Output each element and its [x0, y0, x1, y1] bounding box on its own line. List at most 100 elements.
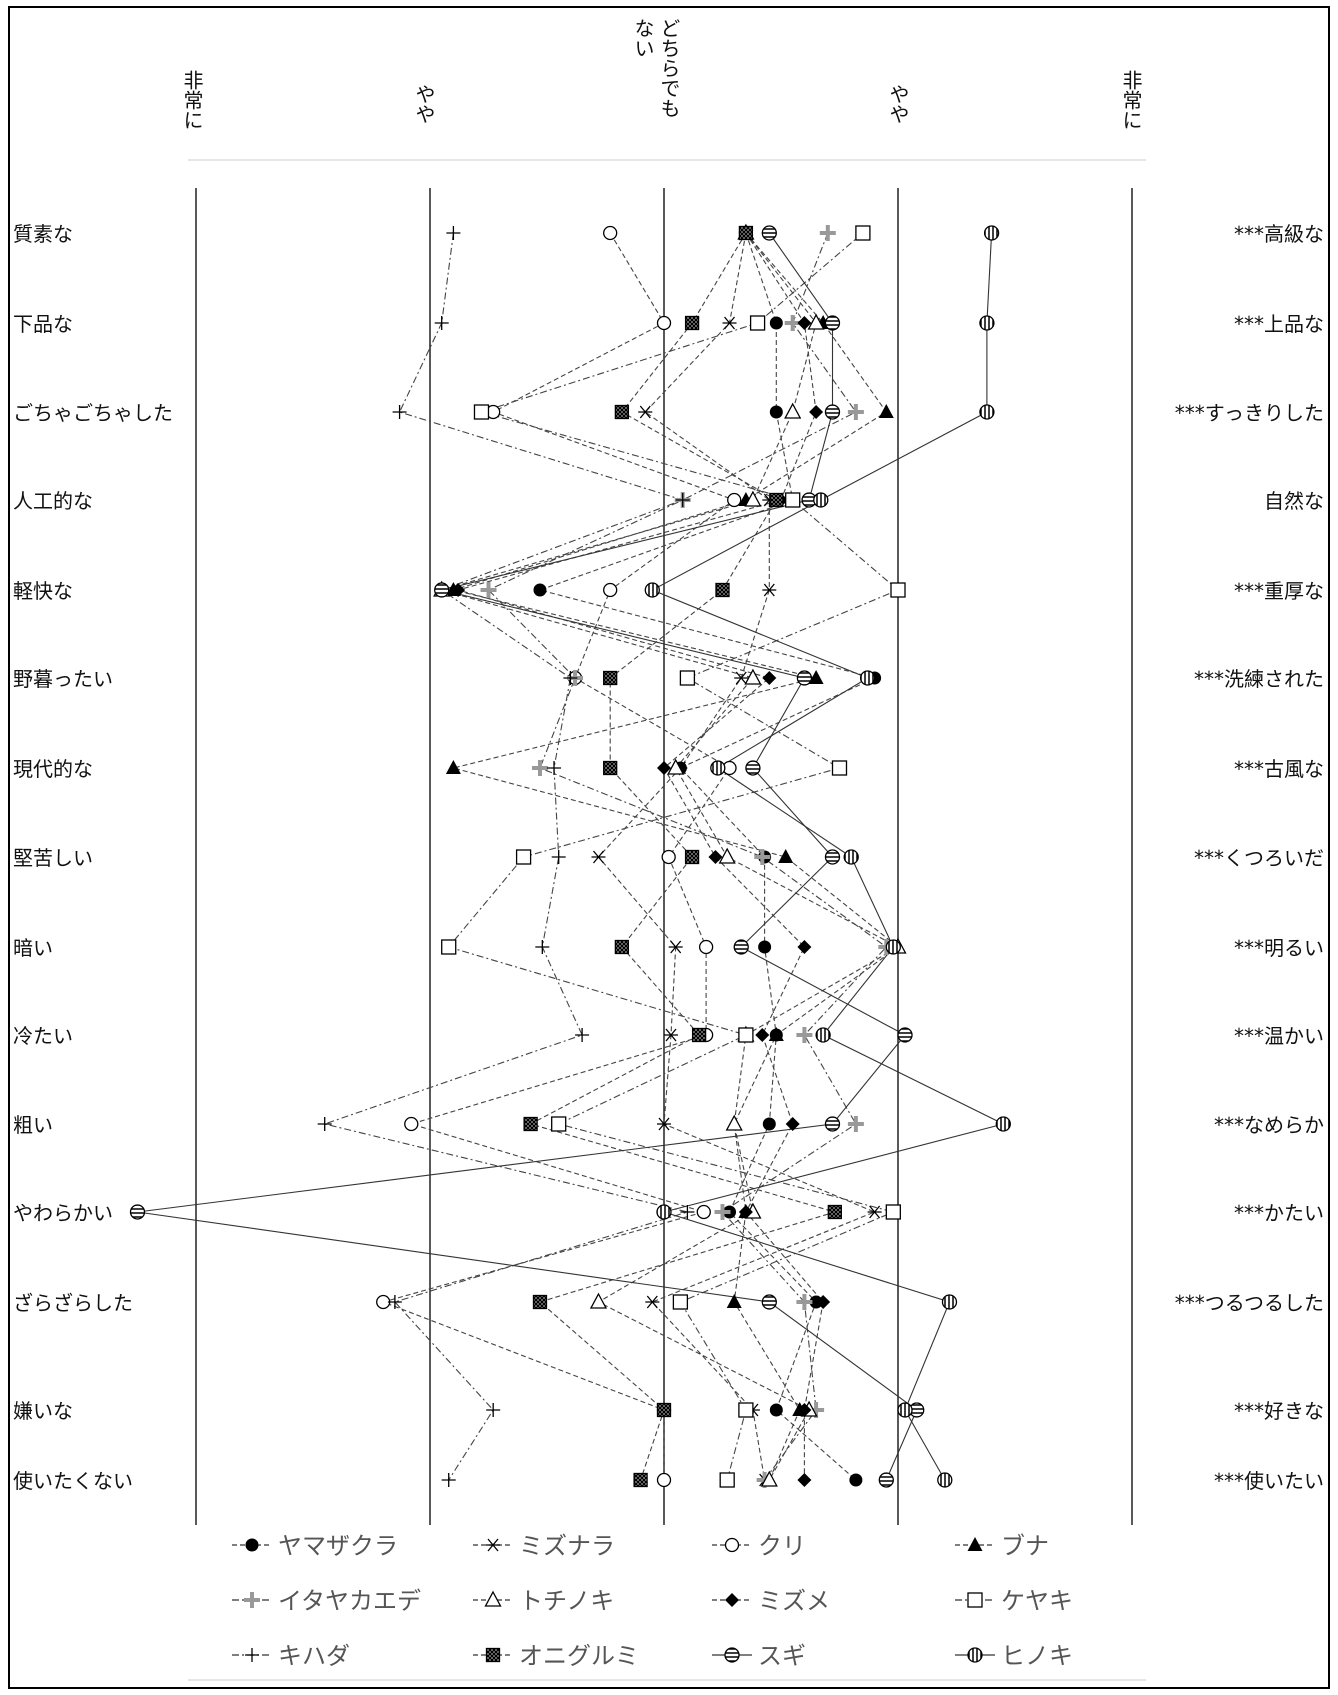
- marker-hatched-square: [656, 1402, 672, 1418]
- marker-striped-circle: [129, 1204, 146, 1220]
- legend-label: ケヤキ: [1001, 1587, 1073, 1615]
- marker-open-square: [967, 1592, 983, 1608]
- left-label: 人工的な: [13, 489, 93, 513]
- marker-filled-triangle: [808, 670, 824, 684]
- right-label: ***温かい: [1234, 1024, 1324, 1048]
- marker-striped-circle: [824, 1116, 841, 1132]
- marker-filled-triangle: [768, 1027, 784, 1041]
- marker-hatched-square: [614, 939, 630, 955]
- marker-striped-circle: [434, 582, 450, 598]
- header-slightly-right: やや: [886, 84, 910, 124]
- marker-open-square: [738, 1402, 754, 1418]
- left-label: 冷たい: [13, 1024, 73, 1048]
- marker-filled-circle: [758, 940, 772, 954]
- marker-gray-plus: [819, 225, 836, 241]
- right-label: ***上品な: [1234, 312, 1324, 336]
- marker-hatched-square: [523, 1116, 538, 1132]
- legend-label: スギ: [758, 1642, 806, 1670]
- marker-plus: [245, 1648, 259, 1662]
- marker-open-circle: [727, 492, 742, 508]
- marker-filled-triangle: [878, 404, 894, 418]
- legend-label: イタヤカエデ: [278, 1587, 421, 1615]
- marker-gray-plus: [847, 1116, 864, 1132]
- marker-hatched-square: [769, 492, 784, 508]
- marker-plus: [317, 1117, 332, 1131]
- marker-open-triangle: [484, 1590, 502, 1607]
- marker-barred-circle: [644, 582, 660, 598]
- right-label: ***好きな: [1234, 1399, 1324, 1423]
- marker-open-square: [679, 670, 696, 686]
- marker-striped-circle: [824, 315, 841, 331]
- marker-plus: [392, 405, 407, 419]
- header-neutral-2: ない: [631, 18, 655, 58]
- right-label: ***なめらか: [1214, 1113, 1324, 1137]
- right-label: ***明るい: [1234, 936, 1324, 960]
- right-label: ***高級な: [1234, 222, 1324, 246]
- marker-hatched-square: [691, 1027, 707, 1043]
- marker-striped-circle: [761, 1294, 777, 1310]
- marker-gray-plus: [847, 404, 864, 420]
- left-label: 嫌いな: [13, 1399, 73, 1423]
- marker-plus: [547, 761, 562, 775]
- marker-barred-circle: [885, 939, 901, 955]
- marker-barred-circle: [983, 225, 1000, 241]
- marker-open-square: [885, 1204, 901, 1220]
- marker-plus: [387, 1295, 402, 1309]
- legend-label: クリ: [758, 1532, 806, 1560]
- marker-filled-diamond: [797, 316, 812, 330]
- row-labels: 質素な下品なごちゃごちゃした人工的な軽快な野暮ったい現代的な堅苦しい暗い冷たい粗…: [13, 222, 1324, 1493]
- marker-gray-plus: [531, 760, 548, 776]
- marker-open-square: [719, 1472, 735, 1488]
- marker-plus: [551, 850, 566, 864]
- marker-filled-circle: [809, 1295, 823, 1309]
- marker-barred-circle: [979, 315, 995, 331]
- marker-filled-circle: [769, 405, 783, 419]
- marker-open-triangle: [589, 1292, 608, 1309]
- marker-filled-diamond: [816, 1295, 831, 1309]
- marker-open-square: [473, 404, 490, 420]
- legend-label: ブナ: [1001, 1532, 1049, 1560]
- marker-open-circle: [696, 1204, 711, 1220]
- marker-filled-diamond: [708, 850, 723, 864]
- marker-filled-circle: [762, 1117, 776, 1131]
- marker-open-triangle: [718, 847, 736, 864]
- marker-open-square: [831, 760, 848, 776]
- left-label: 野暮ったい: [13, 667, 113, 691]
- series-markers: [129, 223, 1011, 1488]
- marker-filled-triangle: [445, 760, 461, 774]
- marker-barred-circle: [937, 1472, 953, 1488]
- marker-barred-circle: [995, 1116, 1011, 1132]
- marker-filled-triangle: [726, 1294, 742, 1308]
- marker-barred-circle: [843, 849, 859, 865]
- marker-gray-plus: [480, 582, 497, 598]
- marker-filled-circle: [533, 583, 547, 597]
- marker-open-square: [855, 225, 871, 241]
- marker-barred-circle: [710, 760, 726, 776]
- header-slightly-left: やや: [412, 84, 436, 124]
- marker-barred-circle: [813, 492, 829, 508]
- marker-hatched-square: [827, 1204, 842, 1220]
- marker-barred-circle: [941, 1294, 958, 1310]
- marker-plus: [575, 1028, 590, 1042]
- right-label: ***洗練された: [1194, 667, 1324, 691]
- marker-barred-circle: [897, 1402, 913, 1418]
- marker-filled-diamond: [762, 671, 777, 685]
- marker-striped-circle: [761, 225, 777, 241]
- marker-striped-circle: [724, 1647, 740, 1663]
- marker-open-triangle: [784, 402, 802, 419]
- marker-filled-diamond: [725, 1593, 739, 1607]
- series-line: [322, 232, 690, 1481]
- marker-plus: [441, 1473, 456, 1487]
- marker-striped-circle: [878, 1472, 894, 1488]
- marker-open-circle: [656, 1472, 672, 1488]
- marker-hatched-square: [603, 760, 618, 776]
- marker-hatched-square: [633, 1472, 648, 1488]
- right-label: ***使いたい: [1214, 1469, 1324, 1493]
- legend-label: ミズナラ: [519, 1532, 615, 1560]
- marker-open-triangle: [760, 1470, 778, 1487]
- left-label: やわらかい: [13, 1201, 113, 1225]
- marker-open-circle: [603, 582, 618, 598]
- marker-open-circle: [724, 1537, 740, 1553]
- marker-open-square: [515, 849, 532, 865]
